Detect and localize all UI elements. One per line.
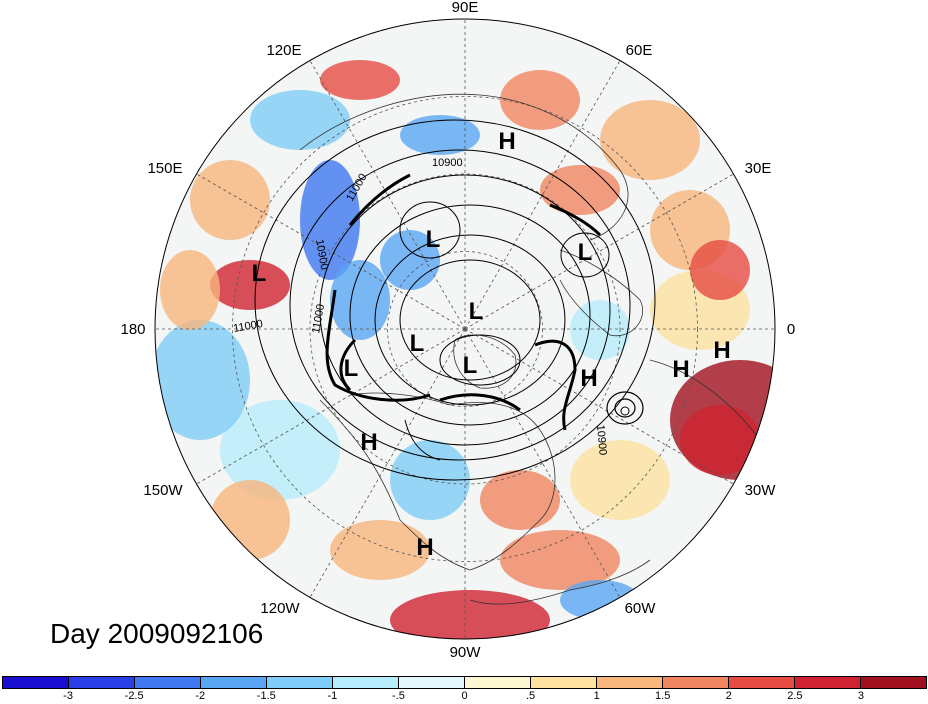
center-label: L <box>344 355 359 382</box>
colorbar-tick-label: -1.5 <box>256 690 276 702</box>
contour-label: 10900 <box>432 157 463 169</box>
colorbar-tick-label: -1 <box>327 690 338 702</box>
lon-label-30w: 30W <box>745 482 777 499</box>
asia-coast <box>299 93 629 241</box>
lon-label-180: 180 <box>120 321 145 338</box>
high-center-marker <box>620 406 630 416</box>
colorbar-segment <box>3 677 69 688</box>
center-label: H <box>416 534 433 561</box>
center-label: L <box>252 260 267 287</box>
center-label: L <box>469 298 484 325</box>
center-label: L <box>426 226 441 253</box>
lon-label-120w: 120W <box>260 600 300 617</box>
center-label: H <box>713 337 730 364</box>
lon-label-60w: 60W <box>625 600 657 617</box>
colorbar-segment <box>795 677 861 688</box>
colorbar-tick-label: 3 <box>857 690 864 702</box>
center-label: H <box>360 429 377 456</box>
map-boundary <box>154 18 776 640</box>
colorbar-segment <box>729 677 795 688</box>
lon-label-90w: 90W <box>450 644 482 661</box>
contour-label: 11000 <box>232 318 263 335</box>
center-label: H <box>580 365 597 392</box>
polar-stereographic-map: 90E 60E 30E 0 30W 60W 90W 120W 150W 180 … <box>120 0 795 661</box>
colorbar-tick-label: .5 <box>525 690 536 702</box>
colorbar-segment <box>861 677 926 688</box>
colorbar-segment <box>267 677 333 688</box>
europe-coast <box>559 249 643 337</box>
colorbar-tick-label: 1.5 <box>655 690 671 702</box>
colorbar-tick-label: 2 <box>725 690 732 702</box>
colorbar-segment <box>135 677 201 688</box>
lon-label-150e: 150E <box>147 160 182 177</box>
lon-label-150w: 150W <box>143 482 183 499</box>
lon-label-120e: 120E <box>266 42 301 59</box>
lon-label-90e: 90E <box>452 0 479 16</box>
contour-label: 10900 <box>594 424 609 456</box>
colorbar-segment <box>69 677 135 688</box>
map-title: Day 2009092106 <box>50 618 264 649</box>
colorbar <box>2 676 927 689</box>
colorbar-segment <box>597 677 663 688</box>
pressure-center-labels: H L L L L L L L H H H H H <box>252 128 731 561</box>
center-label: L <box>463 352 478 379</box>
south-america-coast <box>469 559 651 605</box>
contour-label: 10900 <box>313 238 330 270</box>
coastlines <box>299 93 761 605</box>
greenland-coast <box>453 334 517 389</box>
colorbar-tick-label: -3 <box>63 690 73 702</box>
colorbar-tick-label: -2 <box>195 690 206 702</box>
colorbar-tick-label: -.5 <box>392 690 405 702</box>
north-america-coast <box>319 392 556 571</box>
graticule <box>155 19 775 639</box>
colorbar-tick-label: 0 <box>461 690 468 702</box>
center-label: H <box>498 128 515 155</box>
lon-label-30e: 30E <box>745 160 772 177</box>
africa-coast <box>649 359 761 441</box>
colorbar-segment <box>399 677 465 688</box>
center-label: H <box>672 356 689 383</box>
colorbar-tick-label: -2.5 <box>124 690 144 702</box>
colorbar-segment <box>333 677 399 688</box>
colorbar-tick-label: 1 <box>593 690 600 702</box>
colorbar-ticks: -3 -2.5 -2 -1.5 -1 -.5 0 .5 1 1.5 2 2.5 3 <box>0 690 928 704</box>
colorbar-segment <box>531 677 597 688</box>
lon-label-60e: 60E <box>626 42 653 59</box>
height-contours <box>254 119 656 481</box>
center-label: L <box>410 330 425 357</box>
colorbar-segment <box>201 677 267 688</box>
center-label: L <box>578 239 593 266</box>
colorbar-tick-label: 2.5 <box>787 690 803 702</box>
colorbar-segment <box>465 677 531 688</box>
lon-label-0: 0 <box>787 321 795 338</box>
contour-label: 11000 <box>310 303 327 334</box>
colorbar-segment <box>663 677 729 688</box>
